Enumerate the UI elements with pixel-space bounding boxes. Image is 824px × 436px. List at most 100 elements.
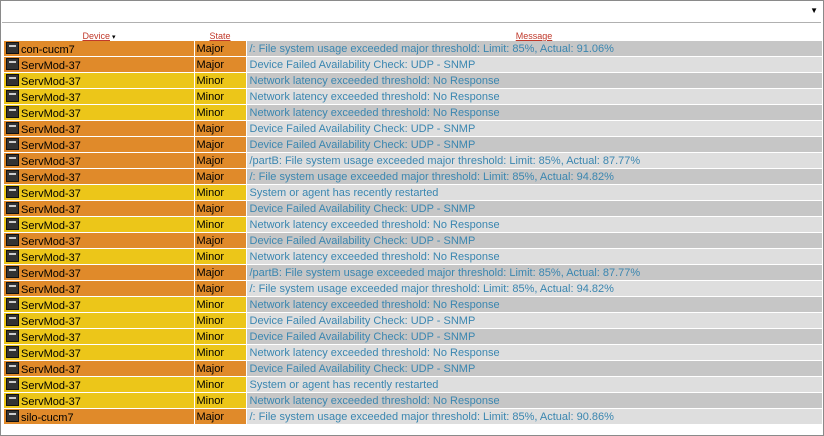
message-cell[interactable]: Device Failed Availability Check: UDP - … <box>246 312 822 329</box>
table-row[interactable]: ServMod-37 Major/: File system usage exce… <box>4 280 822 297</box>
message-cell[interactable]: Device Failed Availability Check: UDP - … <box>246 328 822 345</box>
device-name[interactable]: ServMod-37 <box>21 251 81 264</box>
device-name[interactable]: ServMod-37 <box>21 379 81 392</box>
message-cell[interactable]: Device Failed Availability Check: UDP - … <box>246 360 822 377</box>
table-row[interactable]: ServMod-37 Major Device Failed Availabilit… <box>4 200 822 217</box>
device-name[interactable]: ServMod-37 <box>21 315 81 328</box>
message-cell[interactable]: Device Failed Availability Check: UDP - … <box>246 120 822 137</box>
message-column-header[interactable]: Message <box>246 27 822 41</box>
device-column-header[interactable]: Device ▾ <box>4 27 194 41</box>
device-cell[interactable]: ServMod-37 <box>4 56 195 73</box>
device-cell[interactable]: ServMod-37 <box>4 88 195 105</box>
device-cell[interactable]: ServMod-37 <box>4 280 195 297</box>
device-name[interactable]: ServMod-37 <box>21 123 81 136</box>
device-name[interactable]: ServMod-37 <box>21 107 81 120</box>
message-cell[interactable]: Network latency exceeded threshold: No R… <box>246 104 822 121</box>
device-cell[interactable]: con-cucm7 <box>4 41 195 57</box>
device-name[interactable]: ServMod-37 <box>21 219 81 232</box>
table-row[interactable]: ServMod-37 Minor Network latency exceeded … <box>4 88 822 105</box>
state-column-header[interactable]: State <box>194 27 246 41</box>
message-column-label[interactable]: Message <box>515 31 553 41</box>
device-name[interactable]: ServMod-37 <box>21 267 81 280</box>
filter-dropdown[interactable]: ▼ <box>2 2 821 23</box>
device-cell[interactable]: ServMod-37 <box>4 312 195 329</box>
device-cell[interactable]: ServMod-37 <box>4 392 195 409</box>
device-cell[interactable]: ServMod-37 <box>4 232 195 249</box>
table-row[interactable]: ServMod-37 Minor Device Failed Availabilit… <box>4 328 822 345</box>
message-cell[interactable]: /partB: File system usage exceeded major… <box>246 264 822 281</box>
message-cell[interactable]: /partB: File system usage exceeded major… <box>246 152 822 169</box>
table-row[interactable]: ServMod-37 Minor Network latency exceeded … <box>4 216 822 233</box>
device-cell[interactable]: ServMod-37 <box>4 328 195 345</box>
device-name[interactable]: ServMod-37 <box>21 347 81 360</box>
table-row[interactable]: ServMod-37 Major Device Failed Availabilit… <box>4 232 822 249</box>
sort-descending-icon[interactable]: ▾ <box>112 34 116 41</box>
message-cell[interactable]: /: File system usage exceeded major thre… <box>246 280 822 297</box>
table-row[interactable]: ServMod-37 Major Device Failed Availabilit… <box>4 120 822 137</box>
table-row[interactable]: silo-cucm7 Major/: File system usage exce… <box>4 408 822 425</box>
device-cell[interactable]: ServMod-37 <box>4 264 195 281</box>
device-cell[interactable]: ServMod-37 <box>4 216 195 233</box>
table-row[interactable]: con-cucm7 Major/: File system usage excee… <box>4 41 822 57</box>
dropdown-arrow-icon[interactable]: ▼ <box>810 6 818 15</box>
message-cell[interactable]: Network latency exceeded threshold: No R… <box>246 216 822 233</box>
table-row[interactable]: ServMod-37 Minor System or agent has recen… <box>4 184 822 201</box>
device-cell[interactable]: ServMod-37 <box>4 184 195 201</box>
table-row[interactable]: ServMod-37 Major Device Failed Availabilit… <box>4 360 822 377</box>
device-name[interactable]: ServMod-37 <box>21 75 81 88</box>
device-name[interactable]: ServMod-37 <box>21 395 81 408</box>
message-cell[interactable]: System or agent has recently restarted <box>246 184 822 201</box>
state-column-label[interactable]: State <box>209 31 231 41</box>
device-cell[interactable]: ServMod-37 <box>4 120 195 137</box>
device-name[interactable]: silo-cucm7 <box>21 411 74 424</box>
table-row[interactable]: ServMod-37 Minor Network latency exceeded … <box>4 104 822 121</box>
device-cell[interactable]: ServMod-37 <box>4 72 195 89</box>
table-row[interactable]: ServMod-37 Major/partB: File system usage… <box>4 264 822 281</box>
device-cell[interactable]: ServMod-37 <box>4 200 195 217</box>
device-name[interactable]: ServMod-37 <box>21 155 81 168</box>
table-row[interactable]: ServMod-37 Minor Network latency exceeded … <box>4 392 822 409</box>
table-row[interactable]: ServMod-37 Minor Network latency exceeded … <box>4 248 822 265</box>
message-cell[interactable]: Network latency exceeded threshold: No R… <box>246 296 822 313</box>
table-row[interactable]: ServMod-37 Minor Network latency exceeded … <box>4 72 822 89</box>
device-cell[interactable]: ServMod-37 <box>4 104 195 121</box>
device-name[interactable]: con-cucm7 <box>21 43 75 56</box>
device-cell[interactable]: ServMod-37 <box>4 168 195 185</box>
message-cell[interactable]: /: File system usage exceeded major thre… <box>246 168 822 185</box>
message-cell[interactable]: Network latency exceeded threshold: No R… <box>246 72 822 89</box>
device-name[interactable]: ServMod-37 <box>21 59 81 72</box>
device-name[interactable]: ServMod-37 <box>21 331 81 344</box>
device-cell[interactable]: ServMod-37 <box>4 136 195 153</box>
table-row[interactable]: ServMod-37 Minor System or agent has recen… <box>4 376 822 393</box>
device-cell[interactable]: ServMod-37 <box>4 344 195 361</box>
table-row[interactable]: ServMod-37 Minor Network latency exceeded … <box>4 296 822 313</box>
message-cell[interactable]: /: File system usage exceeded major thre… <box>246 408 822 425</box>
table-row[interactable]: ServMod-37 Minor Device Failed Availabilit… <box>4 312 822 329</box>
device-name[interactable]: ServMod-37 <box>21 203 81 216</box>
device-cell[interactable]: silo-cucm7 <box>4 408 195 425</box>
message-cell[interactable]: Device Failed Availability Check: UDP - … <box>246 136 822 153</box>
message-cell[interactable]: Network latency exceeded threshold: No R… <box>246 248 822 265</box>
message-cell[interactable]: Network latency exceeded threshold: No R… <box>246 392 822 409</box>
message-cell[interactable]: Network latency exceeded threshold: No R… <box>246 88 822 105</box>
device-cell[interactable]: ServMod-37 <box>4 376 195 393</box>
message-cell[interactable]: System or agent has recently restarted <box>246 376 822 393</box>
message-cell[interactable]: Network latency exceeded threshold: No R… <box>246 344 822 361</box>
message-cell[interactable]: Device Failed Availability Check: UDP - … <box>246 232 822 249</box>
device-cell[interactable]: ServMod-37 <box>4 360 195 377</box>
device-name[interactable]: ServMod-37 <box>21 235 81 248</box>
table-row[interactable]: ServMod-37 Major/partB: File system usage… <box>4 152 822 169</box>
message-cell[interactable]: Device Failed Availability Check: UDP - … <box>246 56 822 73</box>
device-cell[interactable]: ServMod-37 <box>4 152 195 169</box>
message-cell[interactable]: Device Failed Availability Check: UDP - … <box>246 200 822 217</box>
table-row[interactable]: ServMod-37 Major/: File system usage exce… <box>4 168 822 185</box>
device-column-label[interactable]: Device <box>82 31 110 41</box>
table-row[interactable]: ServMod-37 Major Device Failed Availabilit… <box>4 136 822 153</box>
device-name[interactable]: ServMod-37 <box>21 171 81 184</box>
device-name[interactable]: ServMod-37 <box>21 299 81 312</box>
device-name[interactable]: ServMod-37 <box>21 283 81 296</box>
device-cell[interactable]: ServMod-37 <box>4 248 195 265</box>
device-name[interactable]: ServMod-37 <box>21 91 81 104</box>
message-cell[interactable]: /: File system usage exceeded major thre… <box>246 41 822 57</box>
device-cell[interactable]: ServMod-37 <box>4 296 195 313</box>
